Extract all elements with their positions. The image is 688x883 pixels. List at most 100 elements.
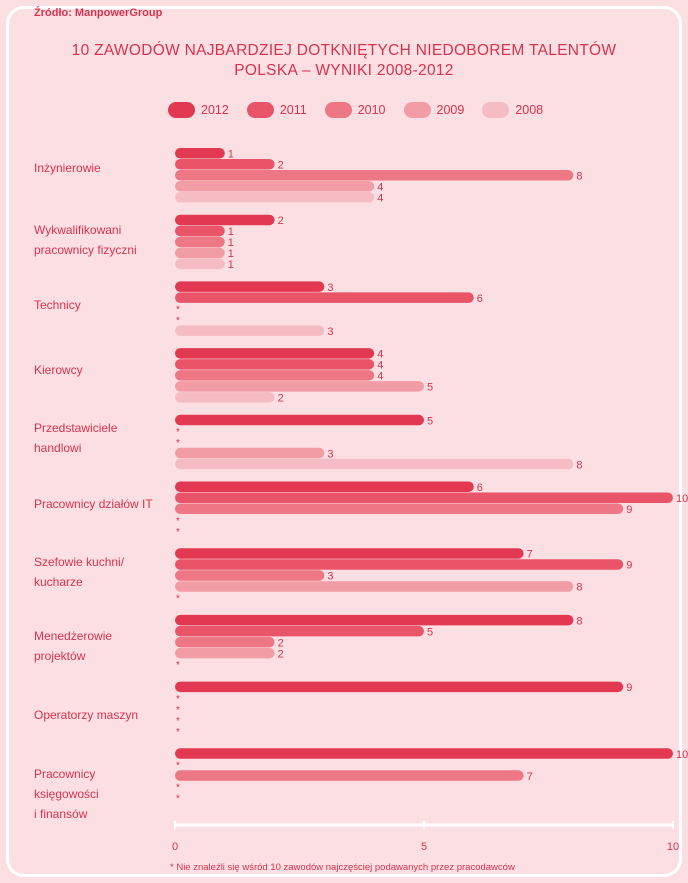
data-label: 2 bbox=[278, 637, 284, 649]
bar-2008 bbox=[175, 258, 225, 270]
bar-2012 bbox=[175, 281, 325, 292]
chart-frame bbox=[6, 6, 682, 877]
bar-2010 bbox=[175, 170, 574, 181]
category-label-operatorzy: Operatorzy maszyn bbox=[34, 708, 139, 722]
data-label: 8 bbox=[576, 615, 582, 627]
data-label: 2 bbox=[278, 160, 284, 172]
data-label: 7 bbox=[527, 549, 533, 561]
bar-2012 bbox=[175, 414, 424, 426]
bar-2009 bbox=[175, 647, 275, 659]
missing-marker: * bbox=[176, 694, 180, 705]
bar-2009 bbox=[175, 381, 424, 392]
legend-item-2008: 2008 bbox=[482, 102, 543, 118]
data-label: 8 bbox=[576, 459, 582, 471]
data-label: 6 bbox=[477, 482, 483, 494]
legend-label-2012: 2012 bbox=[201, 103, 229, 117]
bar-2009 bbox=[175, 447, 325, 459]
bar-2010 bbox=[175, 236, 225, 248]
data-label: 10 bbox=[676, 749, 688, 761]
bar-2008 bbox=[175, 392, 275, 403]
missing-marker: * bbox=[176, 438, 180, 449]
bar-2010 bbox=[175, 636, 275, 648]
data-label: 7 bbox=[527, 771, 533, 783]
legend-label-2010: 2010 bbox=[357, 103, 386, 117]
data-label: 9 bbox=[626, 682, 632, 694]
data-label: 4 bbox=[377, 193, 383, 205]
missing-marker: * bbox=[176, 727, 180, 738]
bar-2011 bbox=[175, 159, 275, 170]
bar-2008 bbox=[175, 458, 574, 470]
bar-2012 bbox=[175, 348, 375, 359]
bar-2011 bbox=[175, 625, 424, 637]
category-label-inzynierowie: Inżynierowie bbox=[34, 161, 101, 175]
category-label-technicy: Technicy bbox=[34, 298, 81, 312]
bar-2008 bbox=[175, 325, 325, 336]
missing-marker: * bbox=[176, 593, 180, 604]
bar-2012 bbox=[175, 548, 524, 559]
bar-2011 bbox=[175, 492, 673, 503]
legend-label-2008: 2008 bbox=[515, 103, 544, 117]
missing-marker: * bbox=[176, 527, 180, 538]
data-label: 5 bbox=[427, 626, 433, 638]
bar-2012 bbox=[175, 481, 474, 492]
data-label: 4 bbox=[377, 349, 383, 361]
legend-swatch-2009 bbox=[403, 102, 431, 118]
legend-swatch-2008 bbox=[482, 102, 510, 118]
data-label: 8 bbox=[576, 171, 582, 183]
legend-swatch-2010 bbox=[324, 102, 352, 118]
chart-title-line-2: POLSKA – WYNIKI 2008-2012 bbox=[234, 62, 454, 79]
missing-marker: * bbox=[176, 660, 180, 671]
data-label: 3 bbox=[327, 326, 333, 338]
missing-marker: * bbox=[176, 783, 180, 794]
legend-item-2012: 2012 bbox=[168, 102, 229, 118]
bar-2008 bbox=[175, 192, 375, 203]
data-label: 9 bbox=[626, 504, 632, 516]
bar-2010 bbox=[175, 370, 375, 381]
category-label-menedzerowie: Menedżerowie projektów bbox=[34, 629, 113, 663]
data-label: 10 bbox=[676, 493, 688, 505]
missing-marker: * bbox=[176, 716, 180, 727]
data-label: 2 bbox=[278, 648, 284, 660]
bar-2011 bbox=[175, 292, 474, 303]
legend-swatch-2012 bbox=[168, 102, 195, 118]
data-label: 2 bbox=[278, 215, 284, 227]
legend-item-2010: 2010 bbox=[324, 102, 386, 118]
bar-2012 bbox=[175, 614, 574, 626]
data-label: 1 bbox=[228, 259, 234, 271]
category-label-it: Pracownicy działów IT bbox=[34, 497, 153, 511]
missing-marker: * bbox=[176, 705, 180, 716]
bar-2009 bbox=[175, 181, 375, 192]
bar-2010 bbox=[175, 503, 624, 514]
x-tick-label: 10 bbox=[667, 841, 679, 853]
bar-2011 bbox=[175, 225, 225, 237]
missing-marker: * bbox=[176, 794, 180, 805]
missing-marker: * bbox=[176, 316, 180, 327]
legend-item-2011: 2011 bbox=[246, 102, 307, 118]
data-label: 4 bbox=[377, 371, 383, 383]
x-tick-label: 5 bbox=[421, 841, 427, 853]
bar-2009 bbox=[175, 247, 225, 259]
data-label: 1 bbox=[228, 248, 234, 260]
data-label: 9 bbox=[626, 560, 632, 572]
bar-2009 bbox=[175, 581, 574, 592]
missing-marker: * bbox=[176, 427, 180, 438]
data-label: 3 bbox=[327, 282, 333, 294]
category-label-kierowcy: Kierowcy bbox=[34, 363, 83, 377]
x-tick-label: 0 bbox=[172, 841, 178, 853]
legend-label-2009: 2009 bbox=[436, 103, 465, 117]
footnote: * Nie znaleźli się wśród 10 zawodów najc… bbox=[170, 862, 515, 873]
category-label-kucharze: Szefowie kuchni/ kucharze bbox=[34, 555, 125, 589]
category-label-ksiegowosc: Pracownicy księgowości i finansów bbox=[34, 767, 99, 821]
bar-2012 bbox=[175, 681, 624, 693]
source-label: Źródło: ManpowerGroup bbox=[34, 7, 163, 19]
data-label: 1 bbox=[228, 149, 234, 161]
category-label-wykwalifikowani: Wykwalifikowani pracownicy fizyczni bbox=[34, 223, 137, 257]
category-label-przedstawiciele: Przedstawiciele handlowi bbox=[34, 421, 118, 455]
data-label: 4 bbox=[377, 360, 383, 372]
bar-2012 bbox=[175, 148, 225, 159]
data-label: 3 bbox=[327, 571, 333, 583]
bar-2011 bbox=[175, 359, 375, 370]
data-label: 4 bbox=[377, 182, 383, 194]
chart-title-line-1: 10 ZAWODÓW NAJBARDZIEJ DOTKNIĘTYCH NIEDO… bbox=[71, 42, 617, 59]
